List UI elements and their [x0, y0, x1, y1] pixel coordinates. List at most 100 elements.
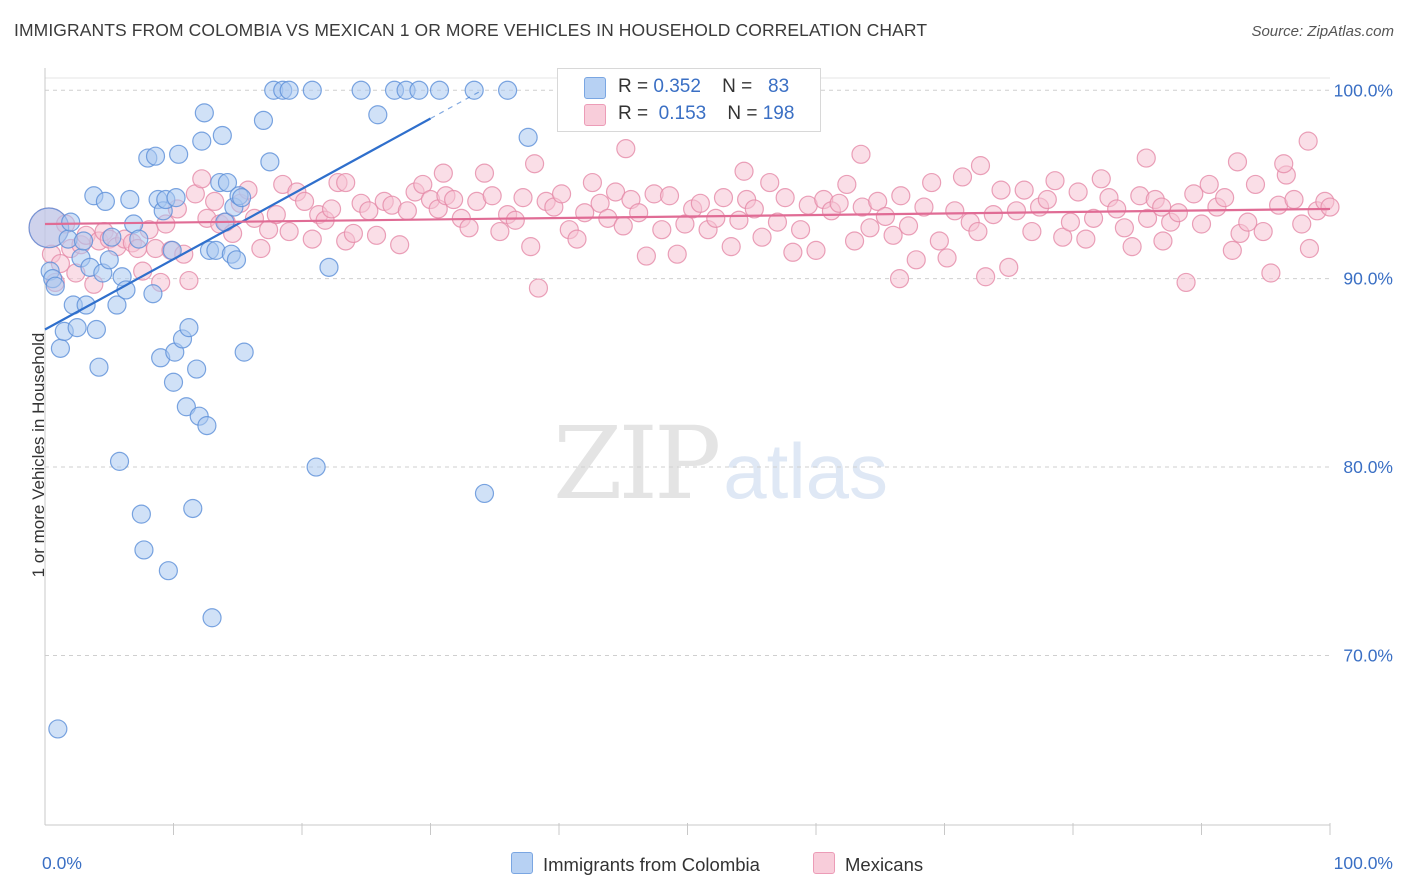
mexicans-point: [482, 186, 502, 206]
colombia-point: [226, 250, 247, 270]
mexicans-point: [1014, 180, 1034, 200]
colombia-point: [234, 342, 254, 362]
mexicans-point: [1053, 227, 1073, 247]
mexicans-point: [1083, 208, 1104, 228]
mexicans-point: [1191, 214, 1212, 234]
mexicans-point: [1022, 221, 1042, 242]
colombia-point: [145, 146, 166, 166]
mexicans-point: [652, 220, 672, 240]
mexicans-point: [321, 199, 342, 219]
n-value: 83: [768, 76, 790, 97]
colombia-point: [217, 172, 238, 193]
mexicans-point: [906, 250, 926, 270]
mexicans-point: [616, 139, 636, 159]
mexicans-point: [605, 182, 626, 202]
mexicans-point: [690, 193, 710, 213]
colombia-point: [197, 416, 217, 436]
colombia-point: [73, 231, 94, 251]
mexicans-point: [883, 225, 903, 245]
y-tick-label: 80.0%: [1343, 457, 1393, 477]
mexicans-point: [970, 156, 991, 176]
colombia-point: [166, 188, 186, 208]
mexicans-point: [752, 227, 772, 247]
colombia-point: [183, 498, 203, 519]
mexicans-point: [983, 205, 1003, 225]
mexicans-point: [999, 257, 1019, 277]
mexicans-point: [829, 193, 849, 213]
colombia-point: [176, 397, 196, 417]
colombia-point: [302, 80, 322, 100]
mexicans-point: [1199, 174, 1219, 195]
legend-item-colombia: Immigrants from Colombia: [511, 852, 760, 876]
mexicans-point: [1298, 131, 1318, 151]
mexicans-point: [551, 184, 572, 204]
legend-item-mexicans: Mexicans: [813, 852, 923, 876]
colombia-point: [498, 80, 518, 100]
mexicans-point: [675, 214, 695, 234]
mexicans-point: [1176, 272, 1196, 293]
legend-swatch-colombia: [511, 852, 533, 874]
mexicans-point: [359, 201, 379, 221]
x-tick-label: 0.0%: [42, 853, 82, 873]
colombia-point: [306, 457, 326, 477]
colombia-point: [163, 372, 184, 392]
mexicans-point: [659, 186, 680, 206]
mexicans-point: [775, 188, 795, 208]
mexicans-point: [1136, 148, 1156, 168]
mexicans-point: [582, 172, 603, 193]
colombia-point: [131, 504, 151, 524]
y-tick-label: 70.0%: [1343, 645, 1393, 665]
colombia-point: [61, 212, 81, 232]
mexicans-point: [1299, 238, 1320, 259]
mexicans-point: [898, 216, 919, 236]
mexicans-point: [613, 216, 633, 236]
mexicans-point: [1152, 197, 1172, 217]
n-label: N =: [722, 76, 753, 97]
mexicans-trendline: [44, 207, 1331, 226]
mexicans-point: [505, 210, 525, 230]
colombia-point: [143, 284, 163, 304]
mexicans-point: [266, 205, 286, 225]
mexicans-point: [1068, 182, 1088, 202]
mexicans-point: [851, 144, 871, 164]
mexicans-point: [397, 201, 417, 221]
colombia-point: [409, 80, 429, 100]
mexicans-point: [1076, 229, 1096, 249]
colombia-point: [120, 189, 140, 210]
mexicans-point: [279, 221, 299, 242]
mexicans-point: [524, 154, 545, 174]
mexicans-point: [844, 231, 865, 251]
colombia-point: [187, 359, 207, 379]
mexicans-point: [744, 199, 764, 219]
r-value: 0.352: [653, 76, 701, 97]
mexicans-point: [513, 188, 533, 208]
colombia-point: [134, 540, 154, 560]
mexicans-point: [868, 191, 888, 212]
mexicans-point: [575, 203, 595, 223]
y-tick-label: 100.0%: [1334, 80, 1393, 100]
mexicans-point: [991, 180, 1011, 200]
mexicans-point: [790, 220, 811, 240]
mexicans-point: [1274, 154, 1294, 174]
colombia-point: [50, 338, 71, 358]
mexicans-point: [133, 261, 153, 281]
mexicans-point: [302, 229, 322, 249]
mexicans-point: [629, 203, 649, 223]
mexicans-point: [390, 235, 410, 255]
mexicans-point: [721, 237, 741, 257]
mexicans-point: [294, 191, 315, 212]
mexicans-point: [713, 188, 734, 208]
mexicans-point: [1245, 174, 1266, 195]
mexicans-point: [875, 206, 895, 227]
mexicans-point: [860, 218, 880, 238]
mexicans-point: [1238, 212, 1258, 232]
colombia-point: [107, 295, 127, 315]
mexicans-point: [192, 169, 212, 189]
mexicans-point: [413, 174, 433, 195]
mexicans-point: [474, 163, 495, 183]
mexicans-point: [667, 244, 687, 264]
mexicans-point: [251, 238, 271, 259]
legend-label-mexicans: Mexicans: [845, 854, 924, 875]
colombia-point: [179, 318, 199, 338]
mexicans-point: [1006, 201, 1027, 221]
